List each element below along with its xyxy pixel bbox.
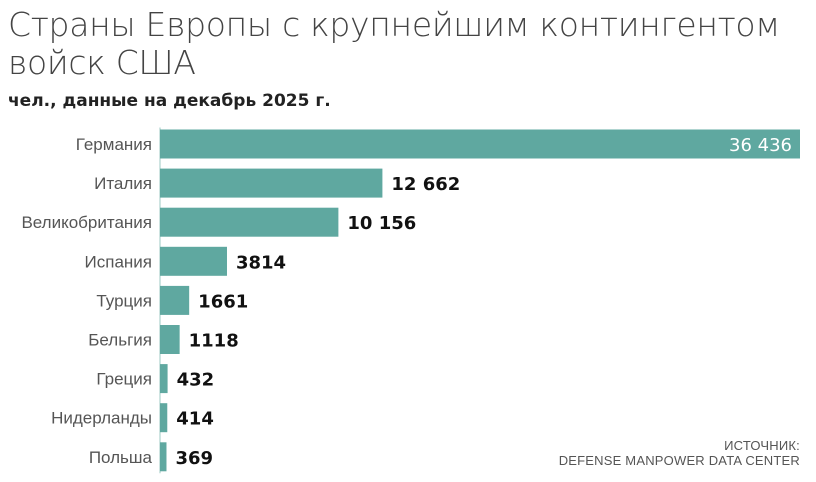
- value-label: 414: [176, 409, 214, 430]
- value-label: 1661: [198, 291, 248, 312]
- value-label: 369: [175, 448, 213, 469]
- category-label: Польша: [89, 448, 153, 467]
- value-label: 36 436: [729, 135, 792, 156]
- value-label: 10 156: [347, 213, 416, 234]
- bar: [160, 129, 800, 159]
- category-label: Германия: [76, 135, 152, 154]
- category-label: Нидерланды: [51, 409, 152, 428]
- bar: [160, 403, 168, 433]
- source-name: DEFENSE MANPOWER DATA CENTER: [558, 453, 800, 468]
- bar: [160, 364, 168, 394]
- value-label: 432: [177, 370, 215, 391]
- bar: [160, 168, 383, 198]
- chart-subtitle: чел., данные на декабрь 2025 г.: [8, 91, 331, 111]
- value-label: 12 662: [391, 174, 460, 195]
- category-label: Греция: [96, 370, 152, 389]
- bar: [160, 442, 167, 472]
- bar: [160, 246, 227, 276]
- source-label: ИСТОЧНИК:: [724, 438, 800, 453]
- bar: [160, 325, 180, 354]
- category-label: Бельгия: [88, 331, 152, 350]
- category-label: Турция: [96, 291, 152, 310]
- category-label: Италия: [94, 174, 152, 193]
- category-label: Испания: [85, 252, 152, 271]
- chart-title: Страны Европы с крупнейшим контингентом …: [8, 5, 780, 82]
- bar: [160, 207, 339, 237]
- source-note: ИСТОЧНИК: DEFENSE MANPOWER DATA CENTER: [559, 438, 800, 468]
- category-label: Великобритания: [21, 213, 152, 232]
- value-label: 3814: [236, 252, 286, 273]
- value-label: 1118: [189, 331, 239, 352]
- bar: [160, 285, 190, 315]
